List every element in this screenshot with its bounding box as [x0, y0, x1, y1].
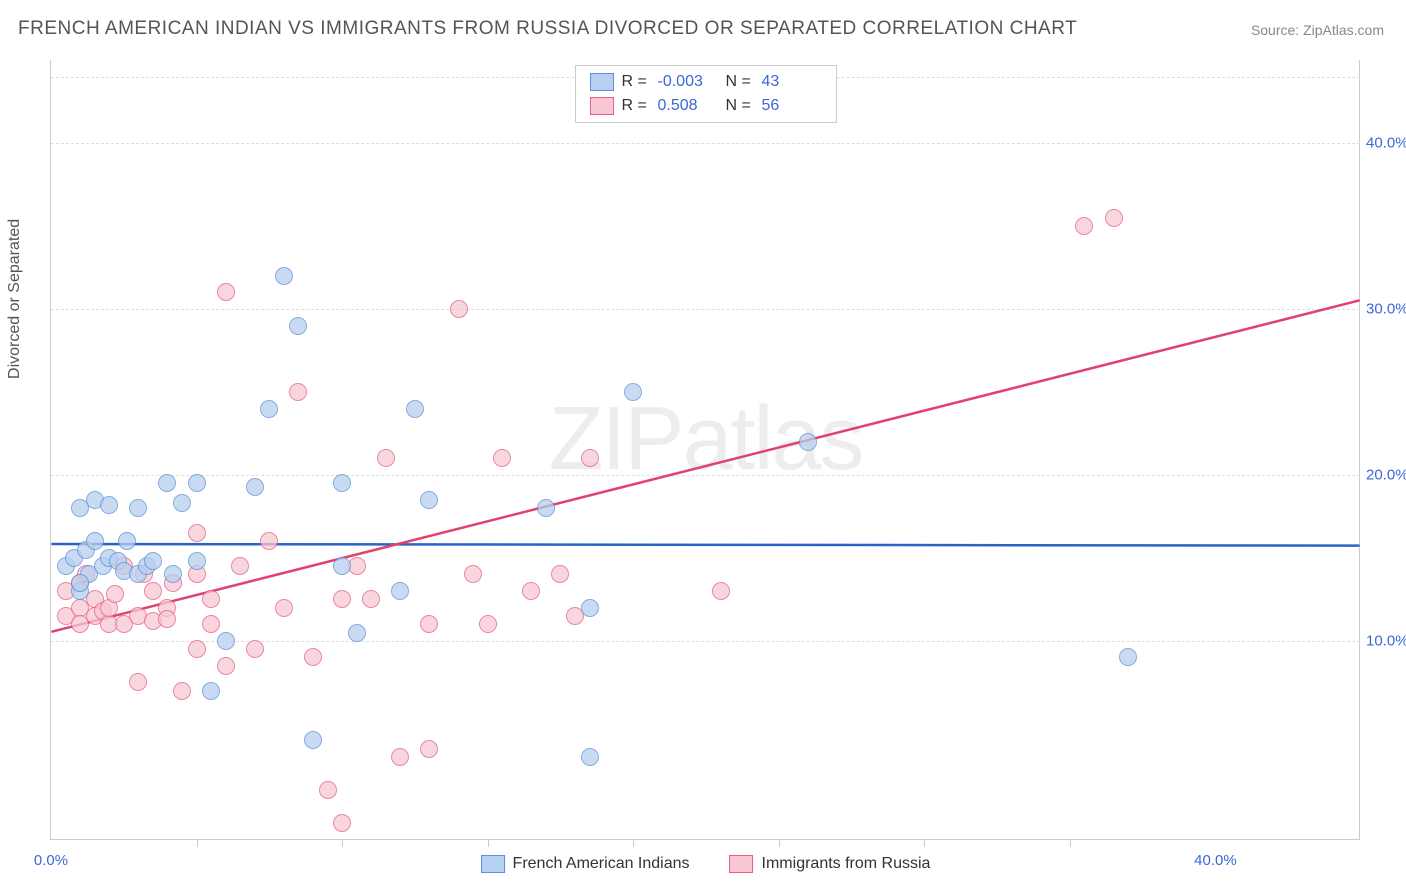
scatter-point [173, 682, 191, 700]
scatter-point [260, 532, 278, 550]
scatter-point [202, 590, 220, 608]
scatter-point [118, 532, 136, 550]
stats-box: R = -0.003 N = 43 R = 0.508 N = 56 [575, 65, 837, 123]
scatter-point [260, 400, 278, 418]
r-value-b: 0.508 [658, 94, 718, 118]
bottom-legend: French American Indians Immigrants from … [481, 855, 931, 873]
scatter-point [712, 582, 730, 600]
n-value-a: 43 [762, 70, 822, 94]
stats-row-a: R = -0.003 N = 43 [590, 70, 822, 94]
scatter-point [231, 557, 249, 575]
scatter-point [158, 474, 176, 492]
scatter-point [377, 449, 395, 467]
scatter-point [246, 640, 264, 658]
scatter-point [188, 474, 206, 492]
scatter-point [1075, 217, 1093, 235]
legend-label-a: French American Indians [513, 855, 690, 873]
scatter-point [479, 615, 497, 633]
scatter-point [493, 449, 511, 467]
y-tick-label: 30.0% [1366, 300, 1406, 317]
r-label: R = [622, 94, 650, 118]
scatter-point [86, 532, 104, 550]
scatter-point [275, 599, 293, 617]
scatter-point [581, 599, 599, 617]
scatter-point [100, 496, 118, 514]
y-tick-label: 20.0% [1366, 466, 1406, 483]
r-value-a: -0.003 [658, 70, 718, 94]
scatter-point [144, 582, 162, 600]
scatter-point [289, 317, 307, 335]
scatter-point [246, 478, 264, 496]
scatter-point [129, 499, 147, 517]
scatter-point [522, 582, 540, 600]
scatter-point [304, 731, 322, 749]
scatter-point [188, 524, 206, 542]
scatter-point [391, 748, 409, 766]
trendlines [51, 60, 1360, 839]
n-label: N = [726, 70, 754, 94]
scatter-point [581, 449, 599, 467]
scatter-point [391, 582, 409, 600]
chart-title: FRENCH AMERICAN INDIAN VS IMMIGRANTS FRO… [18, 18, 1077, 40]
scatter-point [217, 632, 235, 650]
y-tick-label: 40.0% [1366, 134, 1406, 151]
scatter-point [129, 673, 147, 691]
scatter-point [304, 648, 322, 666]
scatter-point [71, 574, 89, 592]
legend-item-b: Immigrants from Russia [730, 855, 931, 873]
n-value-b: 56 [762, 94, 822, 118]
r-label: R = [622, 70, 650, 94]
scatter-point [551, 565, 569, 583]
source-label: Source: ZipAtlas.com [1251, 22, 1384, 38]
swatch-a-icon [481, 855, 505, 873]
scatter-point [106, 585, 124, 603]
right-axis-border [1359, 60, 1360, 839]
scatter-point [420, 491, 438, 509]
scatter-point [173, 494, 191, 512]
scatter-point [319, 781, 337, 799]
scatter-point [188, 640, 206, 658]
y-axis-title: Divorced or Separated [6, 218, 24, 378]
scatter-point [624, 383, 642, 401]
x-axis-label: 40.0% [1194, 852, 1237, 869]
legend-item-a: French American Indians [481, 855, 690, 873]
scatter-point [164, 565, 182, 583]
scatter-point [799, 433, 817, 451]
scatter-point [202, 682, 220, 700]
scatter-point [464, 565, 482, 583]
scatter-point [406, 400, 424, 418]
scatter-point [420, 615, 438, 633]
swatch-b-icon [730, 855, 754, 873]
scatter-point [450, 300, 468, 318]
scatter-point [581, 748, 599, 766]
scatter-point [537, 499, 555, 517]
y-tick-label: 10.0% [1366, 632, 1406, 649]
scatter-point [1119, 648, 1137, 666]
scatter-point [333, 590, 351, 608]
scatter-point [217, 283, 235, 301]
scatter-point [275, 267, 293, 285]
swatch-a-icon [590, 73, 614, 91]
scatter-point [144, 552, 162, 570]
scatter-point [202, 615, 220, 633]
scatter-point [333, 474, 351, 492]
x-axis-label: 0.0% [34, 852, 68, 869]
scatter-point [420, 740, 438, 758]
scatter-point [1105, 209, 1123, 227]
scatter-point [217, 657, 235, 675]
scatter-point [188, 552, 206, 570]
scatter-point [289, 383, 307, 401]
scatter-point [158, 610, 176, 628]
scatter-point [333, 814, 351, 832]
plot-area: ZIPatlas Divorced or Separated 10.0%20.0… [50, 60, 1360, 840]
scatter-point [362, 590, 380, 608]
swatch-b-icon [590, 97, 614, 115]
scatter-point [333, 557, 351, 575]
stats-row-b: R = 0.508 N = 56 [590, 94, 822, 118]
n-label: N = [726, 94, 754, 118]
scatter-point [348, 624, 366, 642]
legend-label-b: Immigrants from Russia [762, 855, 931, 873]
